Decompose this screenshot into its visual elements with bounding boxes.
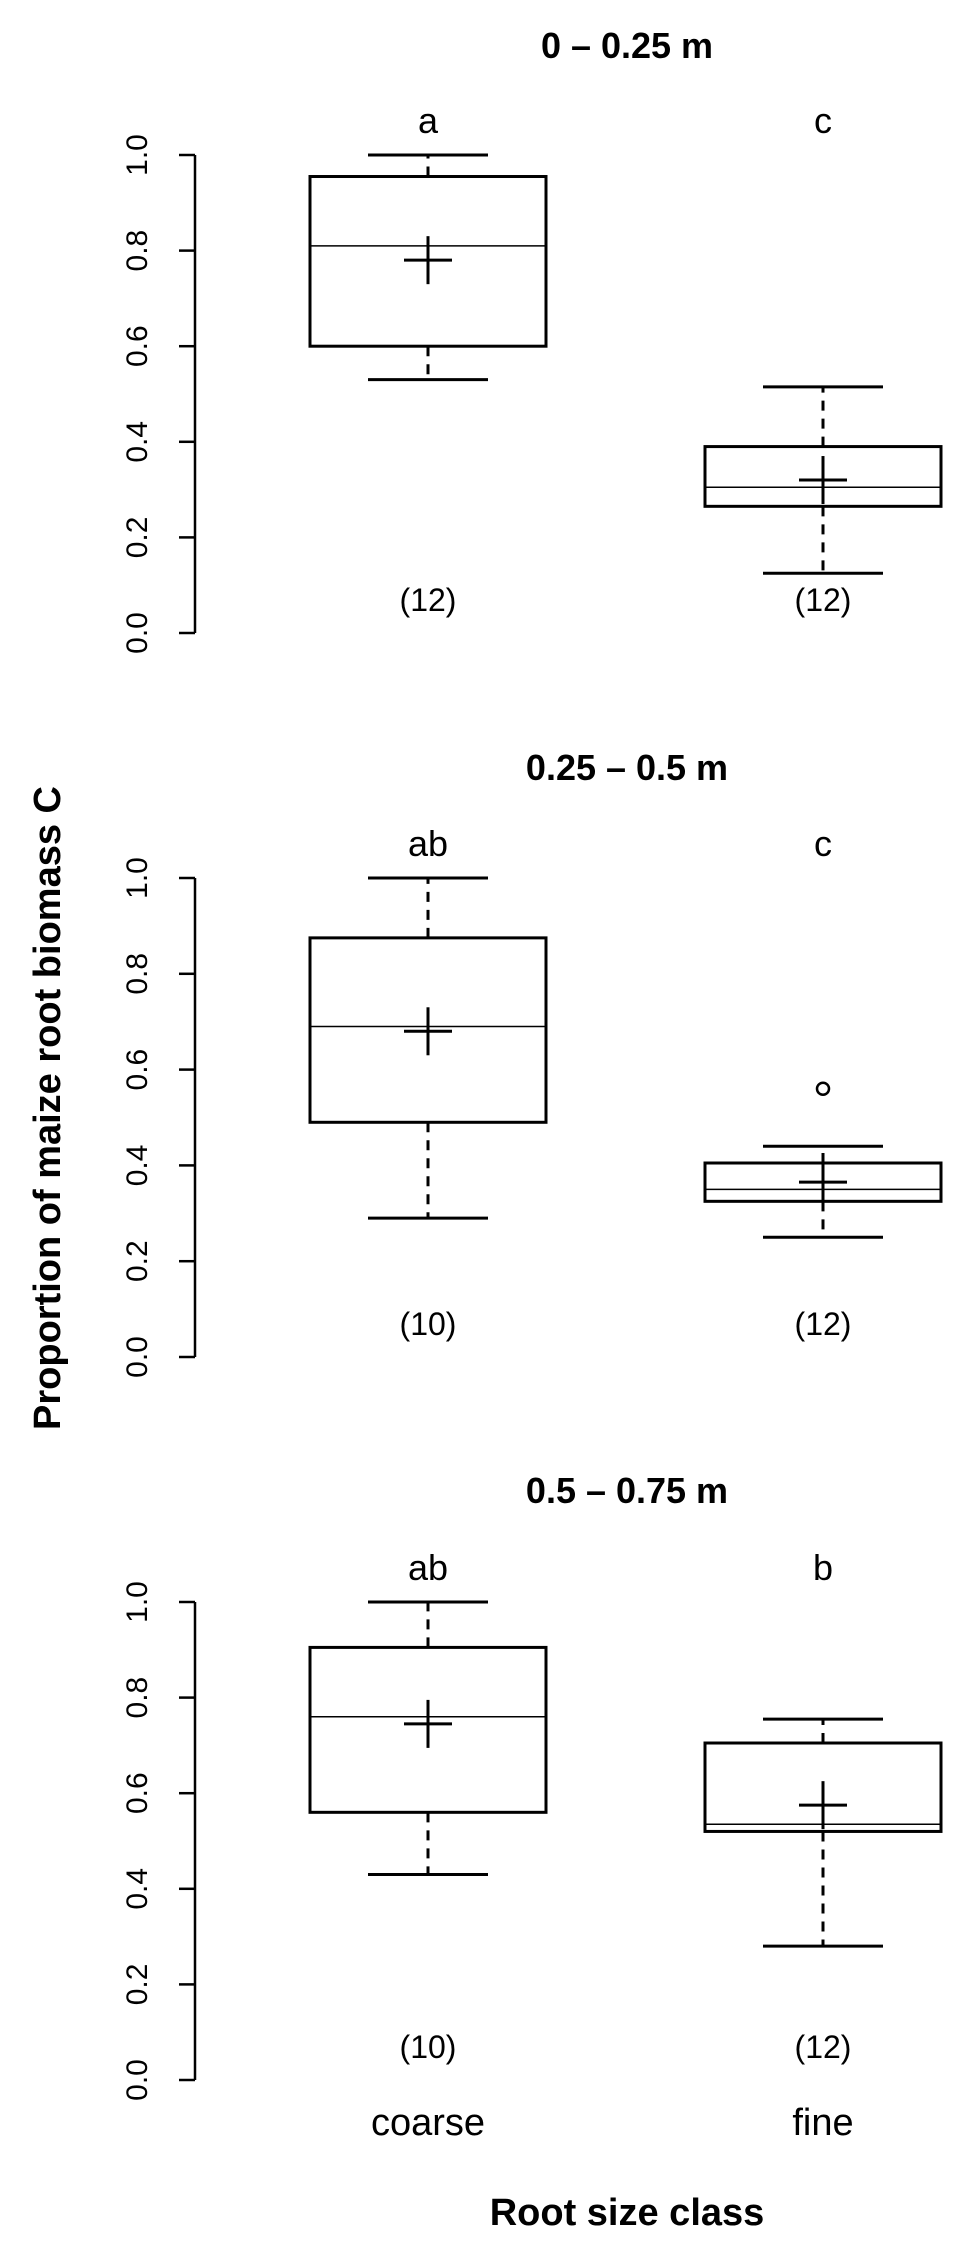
box-coarse	[308, 175, 548, 348]
significance-letter: c	[814, 100, 832, 141]
panel-title: 0.25 – 0.5 m	[526, 747, 728, 788]
y-tick-label: 0.4	[121, 1868, 154, 1910]
panel-2: 0.25 – 0.5 m 0.0 0.2 0.4 0.6 0.8 1.0 ab (10) c (12…	[121, 747, 943, 1378]
panel-title: 0.5 – 0.75 m	[526, 1470, 728, 1511]
significance-letter: ab	[408, 823, 448, 864]
y-tick-label: 0.0	[121, 2059, 154, 2101]
y-tick-label: 0.6	[121, 1772, 154, 1814]
box-fine	[703, 1741, 943, 1833]
y-tick-label: 0.0	[121, 1336, 154, 1378]
y-tick-label: 0.2	[121, 1240, 154, 1282]
significance-letter: ab	[408, 1547, 448, 1588]
significance-letter: c	[814, 823, 832, 864]
y-tick-label: 0.2	[121, 517, 154, 559]
x-axis-title: Root size class	[490, 2192, 765, 2234]
box-coarse	[308, 1645, 548, 1814]
y-tick-label: 0.8	[121, 953, 154, 995]
box-coarse	[308, 936, 548, 1124]
y-tick-label: 1.0	[121, 1581, 154, 1623]
sample-size-label: (12)	[400, 582, 457, 618]
y-tick-label: 1.0	[121, 134, 154, 176]
y-tick-label: 0.2	[121, 1964, 154, 2006]
sample-size-label: (12)	[795, 2029, 852, 2065]
y-tick-label: 0.8	[121, 1677, 154, 1719]
y-tick-label: 0.4	[121, 1145, 154, 1187]
significance-letter: b	[813, 1547, 833, 1588]
significance-letter: a	[418, 100, 439, 141]
x-category-label-fine: fine	[792, 2102, 853, 2144]
y-tick-label: 1.0	[121, 857, 154, 899]
y-tick-label: 0.4	[121, 421, 154, 463]
box-fine	[703, 445, 943, 508]
panels-group: 0 – 0.25 m0.00.20.40.60.81.0a(12)c(12)0.…	[121, 25, 943, 2144]
y-tick-label: 0.8	[121, 230, 154, 272]
outlier-point	[815, 1081, 831, 1097]
y-tick-label: 0.6	[121, 1049, 154, 1091]
y-tick-label: 0.0	[121, 612, 154, 654]
sample-size-label: (12)	[795, 1306, 852, 1342]
x-category-label-coarse: coarse	[371, 2102, 485, 2144]
sample-size-label: (10)	[400, 1306, 457, 1342]
y-axis-title: Proportion of maize root biomass C	[27, 786, 69, 1430]
panel-1: 0 – 0.25 m 0.0 0.2 0.4 0.6 0.8 1.0 a (12) c (12)	[121, 25, 943, 654]
panel-3: 0.5 – 0.75 m 0.0 0.2 0.4 0.6 0.8 1.0 ab (10) b (12…	[121, 1470, 943, 2101]
panel-title: 0 – 0.25 m	[541, 25, 713, 66]
sample-size-label: (12)	[795, 582, 852, 618]
y-tick-label: 0.6	[121, 325, 154, 367]
sample-size-label: (10)	[400, 2029, 457, 2065]
